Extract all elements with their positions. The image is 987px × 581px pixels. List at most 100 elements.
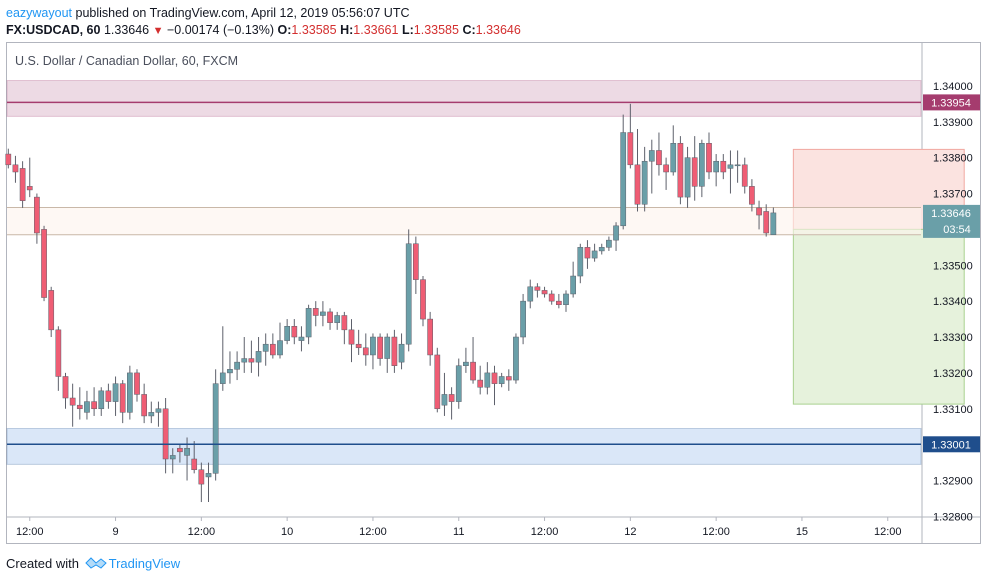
candle-body xyxy=(548,293,555,302)
candle xyxy=(270,333,276,359)
candle-body xyxy=(641,160,648,205)
candle xyxy=(234,351,240,381)
candle xyxy=(26,157,33,198)
open-value: 1.33585 xyxy=(291,23,337,37)
candle xyxy=(248,340,255,373)
candle-body xyxy=(713,160,719,173)
low-value: 1.33585 xyxy=(413,23,459,37)
candle-body xyxy=(534,286,541,291)
candle xyxy=(463,347,469,373)
candle-body xyxy=(591,250,598,259)
candle xyxy=(670,125,677,176)
candle-body xyxy=(327,311,333,323)
x-tick-label: 12:00 xyxy=(16,526,44,538)
candle-body xyxy=(234,361,240,370)
candle-body xyxy=(527,286,534,302)
y-tick-label: 1.33800 xyxy=(933,153,973,165)
candle-body xyxy=(341,315,348,331)
candle-body xyxy=(756,207,762,216)
candle-body xyxy=(441,394,448,406)
candle xyxy=(91,387,97,416)
candle-body xyxy=(5,153,12,166)
candle xyxy=(427,311,433,366)
author-link[interactable]: eazywayout xyxy=(6,6,73,20)
candle xyxy=(591,243,598,262)
chart-frame xyxy=(6,42,981,544)
candle xyxy=(691,136,698,201)
candle xyxy=(119,380,126,424)
ohlc-bar: FX:USDCAD, 60 1.33646 ▼ −0.00174 (−0.13%… xyxy=(6,22,521,39)
candle-body xyxy=(634,164,641,205)
candle-body xyxy=(384,336,391,359)
candle xyxy=(19,161,26,208)
candle xyxy=(434,347,441,413)
chart-legend-title: U.S. Dollar / Canadian Dollar, 60, FXCM xyxy=(15,54,238,68)
candle xyxy=(498,372,505,388)
candle-body xyxy=(413,243,419,280)
candle-body xyxy=(505,376,512,381)
candle xyxy=(734,150,741,183)
candle-body xyxy=(470,361,476,381)
candle xyxy=(241,337,248,373)
candle-body xyxy=(556,300,562,305)
candle-body xyxy=(348,329,355,345)
candle-body xyxy=(627,132,634,166)
tradingview-brand[interactable]: TradingView xyxy=(108,556,181,571)
candle xyxy=(563,290,569,312)
support-zone xyxy=(6,428,922,465)
candle-body xyxy=(498,376,505,384)
candle-body xyxy=(127,372,133,413)
x-tick-label: 11 xyxy=(453,526,464,538)
candle-body xyxy=(691,157,698,187)
candle-body xyxy=(284,326,290,341)
candle xyxy=(298,326,305,352)
candle-body xyxy=(248,358,255,363)
candle-body xyxy=(448,394,455,402)
candle xyxy=(413,236,419,294)
y-tick-label: 1.33300 xyxy=(933,332,973,344)
candle xyxy=(312,301,319,327)
candle xyxy=(720,154,727,180)
x-tick-label: 12:00 xyxy=(874,526,902,538)
x-tick-label: 12:00 xyxy=(531,526,559,538)
candle xyxy=(227,351,233,384)
candle xyxy=(255,337,262,377)
candle xyxy=(134,369,140,402)
candle xyxy=(341,311,348,345)
candle-body xyxy=(76,404,83,410)
y-tick-label: 1.33400 xyxy=(933,296,973,308)
published-text: published on TradingView.com, April 12, … xyxy=(72,6,410,20)
candle-body xyxy=(670,143,677,173)
publish-header: eazywayout published on TradingView.com,… xyxy=(6,5,410,21)
candle-body xyxy=(749,186,755,205)
candle-body xyxy=(491,372,498,384)
candle-body xyxy=(55,329,62,377)
candle-body xyxy=(205,473,212,478)
candle-body xyxy=(191,458,198,471)
candle xyxy=(684,146,691,208)
candle xyxy=(84,390,90,420)
candle xyxy=(262,333,269,366)
y-tick-label: 1.33200 xyxy=(933,368,973,380)
last-price-tag: 1.33646 xyxy=(931,208,971,220)
candle-body xyxy=(606,239,612,248)
x-tick-label: 15 xyxy=(796,526,808,538)
candle-body xyxy=(320,311,326,316)
candle-body xyxy=(656,150,662,166)
candle xyxy=(706,132,712,180)
candle-body xyxy=(663,164,669,173)
candle xyxy=(656,132,662,176)
x-tick-label: 12 xyxy=(624,526,636,538)
created-with-text: Created with xyxy=(6,556,79,571)
candle-body xyxy=(477,379,484,388)
candle-body xyxy=(684,157,691,198)
candle xyxy=(405,229,412,352)
candle xyxy=(648,139,655,194)
candle xyxy=(327,308,333,330)
high-value: 1.33661 xyxy=(353,23,399,37)
candle-body xyxy=(84,401,90,413)
candle xyxy=(520,293,526,345)
y-tick-label: 1.33500 xyxy=(933,260,973,272)
candle-body xyxy=(455,365,462,402)
